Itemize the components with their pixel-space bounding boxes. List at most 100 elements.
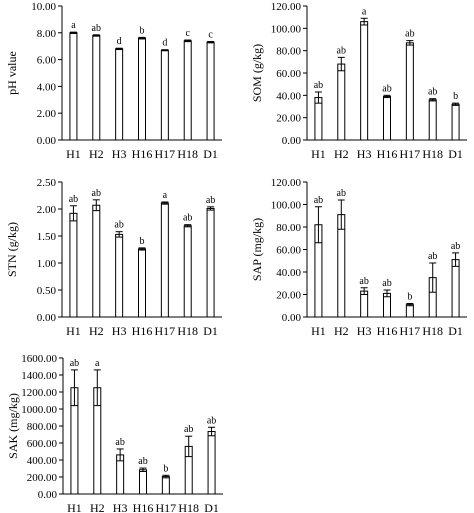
significance-label: b (140, 25, 145, 36)
y-axis-label: pH value (5, 51, 19, 95)
y-tick-label: 20.00 (276, 113, 301, 125)
significance-label: ab (92, 188, 101, 199)
y-tick-label: 1600.00 (21, 353, 57, 365)
y-tick-label: 40.00 (276, 267, 301, 279)
x-tick-label: H16 (132, 324, 153, 338)
x-tick-label: H2 (89, 147, 104, 161)
significance-label: ab (184, 424, 193, 435)
x-tick-label: H18 (422, 147, 443, 161)
x-tick-label: H2 (90, 501, 105, 513)
significance-label: ab (69, 194, 78, 205)
significance-label: ab (115, 437, 124, 448)
bar-h17 (405, 42, 414, 141)
significance-label: b (140, 236, 145, 247)
significance-label: b (407, 292, 412, 303)
x-tick-label: H3 (113, 501, 128, 513)
y-tick-label: 0.00 (282, 312, 302, 324)
y-axis-label: STN (g/kg) (5, 222, 19, 277)
y-tick-label: 40.00 (276, 90, 301, 102)
bar-h16 (138, 37, 146, 141)
bar-d1 (451, 259, 460, 318)
significance-label: ab (314, 195, 323, 206)
x-tick-label: H2 (334, 324, 349, 338)
significance-label: ab (206, 195, 215, 206)
significance-label: ab (314, 80, 323, 91)
bar-d1 (207, 431, 216, 495)
significance-label: b (453, 91, 458, 102)
chart-panel-4: 0.00 20.00 40.00 60.00 80.00 100.00 120.00 SAP … (250, 177, 467, 338)
bar-h17 (160, 49, 169, 141)
y-tick-label: 80.00 (276, 46, 301, 58)
significance-label: b (163, 463, 168, 474)
bar-h18 (183, 225, 192, 318)
x-tick-label: H16 (377, 324, 398, 338)
bar-h18 (428, 99, 437, 141)
y-tick-label: 200.00 (27, 472, 58, 484)
bar-h2 (337, 63, 346, 141)
bar-h16 (383, 95, 391, 141)
bar-h18 (183, 40, 192, 141)
significance-label: ab (405, 29, 414, 40)
bar-h1 (314, 97, 323, 141)
x-tick-label: H16 (377, 147, 398, 161)
y-axis-label: SAK (mg/kg) (6, 393, 20, 459)
significance-label: ab (337, 45, 346, 56)
x-tick-label: H17 (156, 501, 177, 513)
y-tick-label: 0.00 (37, 312, 57, 324)
y-tick-label: 1400.00 (21, 370, 57, 382)
x-tick-label: H16 (133, 501, 154, 513)
bar-h3 (115, 233, 124, 318)
x-tick-label: H2 (89, 324, 104, 338)
bar-h16 (139, 469, 147, 495)
x-tick-label: H18 (177, 147, 198, 161)
chart-panel-2: 0.00 20.00 40.00 60.00 80.00 100.00 120.00 SOM … (250, 1, 467, 161)
y-tick-label: 2.50 (37, 177, 57, 189)
bar-h2 (92, 34, 101, 141)
x-tick-label: H17 (400, 324, 421, 338)
y-tick-label: 80.00 (276, 222, 301, 234)
x-tick-label: H3 (112, 147, 127, 161)
significance-label: ab (92, 23, 101, 34)
significance-label: c (185, 28, 190, 39)
y-tick-label: 0.50 (37, 285, 57, 297)
y-tick-label: 600.00 (27, 438, 58, 450)
chart-panel-1: 0.00 2.00 4.00 6.00 8.00 10.00 pH value a H1 ab H2… (5, 1, 222, 161)
significance-label: d (162, 38, 167, 49)
y-tick-label: 800.00 (27, 421, 58, 433)
y-tick-label: 8.00 (37, 28, 57, 40)
x-tick-label: H3 (357, 324, 372, 338)
significance-label: ab (428, 251, 437, 262)
x-tick-label: H1 (311, 147, 326, 161)
y-axis-label: SAP (mg/kg) (250, 218, 264, 281)
y-tick-label: 120.00 (271, 1, 302, 13)
bar-h3 (115, 48, 124, 141)
x-tick-label: D1 (448, 324, 463, 338)
x-tick-label: H1 (67, 501, 82, 513)
y-tick-label: 1200.00 (21, 387, 57, 399)
significance-label: a (95, 358, 100, 369)
chart-panel-5: 0.00 200.00 400.00 600.00 800.00 1000.00 1200.… (6, 353, 223, 513)
y-tick-label: 1000.00 (21, 404, 57, 416)
y-tick-label: 0.00 (282, 135, 302, 147)
significance-label: ab (114, 220, 123, 231)
y-axis-label: SOM (g/kg) (250, 44, 264, 102)
y-tick-label: 1.50 (37, 231, 57, 243)
y-tick-label: 2.00 (37, 108, 57, 120)
y-tick-label: 100.00 (271, 23, 302, 35)
x-tick-label: H18 (178, 501, 199, 513)
y-tick-label: 100.00 (271, 200, 302, 212)
bar-h2 (92, 204, 101, 318)
y-tick-label: 20.00 (276, 290, 301, 302)
significance-label: c (208, 30, 213, 41)
y-tick-label: 0.00 (38, 489, 58, 501)
y-tick-label: 400.00 (27, 455, 58, 467)
y-tick-label: 2.00 (37, 204, 57, 216)
bar-h3 (360, 21, 369, 141)
x-tick-label: H3 (112, 324, 127, 338)
significance-label: ab (451, 241, 460, 252)
y-tick-label: 1.00 (37, 258, 57, 270)
significance-label: ab (337, 188, 346, 199)
x-tick-label: H2 (334, 147, 349, 161)
y-tick-label: 10.00 (31, 1, 56, 13)
